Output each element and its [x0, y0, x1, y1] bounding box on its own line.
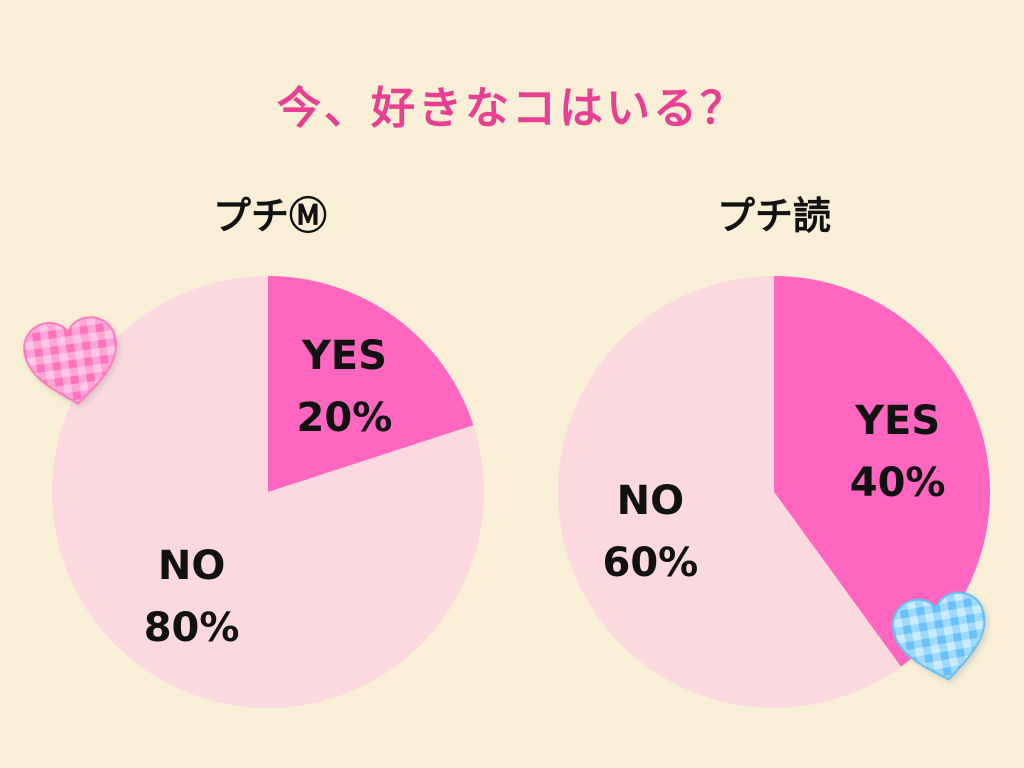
- right-pie-chart: YES 40% NO 60%: [558, 276, 991, 708]
- heart-icon: [891, 591, 986, 681]
- slice-value-label: 20%: [297, 395, 393, 441]
- page-title: 今、好きなコはいる？: [277, 83, 747, 134]
- pie-slice-no: [558, 276, 901, 708]
- slice-label: YES: [301, 333, 387, 379]
- slice-label: NO: [158, 543, 225, 589]
- left-chart-title: プチⓂ: [212, 194, 327, 238]
- slice-label: NO: [617, 478, 684, 524]
- right-chart-title: プチ読: [716, 194, 831, 238]
- slice-label: YES: [854, 398, 940, 444]
- left-pie-chart: YES 20% NO 80%: [52, 276, 485, 709]
- slice-value-label: 60%: [602, 540, 698, 586]
- pie-slice-yes: [774, 276, 991, 667]
- heart-icon: [23, 316, 117, 405]
- slice-value-label: 80%: [144, 605, 240, 651]
- pie-slice-no: [52, 276, 485, 709]
- pie-slice-yes: [268, 276, 474, 492]
- slice-value-label: 40%: [850, 460, 946, 506]
